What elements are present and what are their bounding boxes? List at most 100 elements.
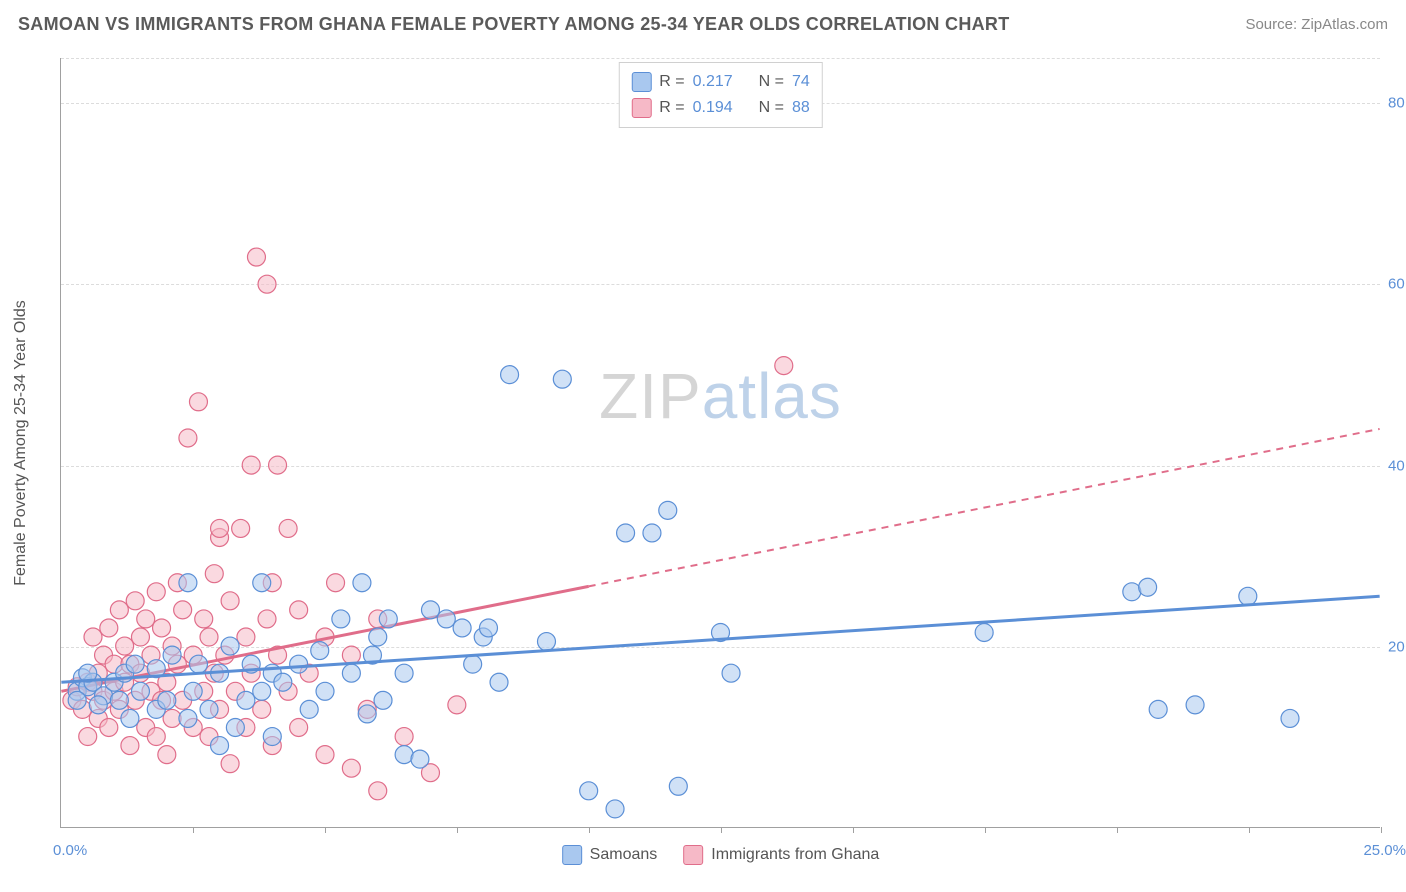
scatter-point (100, 718, 118, 736)
legend-label: Immigrants from Ghana (711, 846, 879, 864)
scatter-point (100, 619, 118, 637)
scatter-point (195, 610, 213, 628)
scatter-point (221, 755, 239, 773)
scatter-point (316, 682, 334, 700)
n-label: N = (759, 95, 784, 121)
scatter-point (153, 619, 171, 637)
chart-title: SAMOAN VS IMMIGRANTS FROM GHANA FEMALE P… (18, 14, 1010, 35)
scatter-point (411, 750, 429, 768)
scatter-point (353, 574, 371, 592)
scatter-point (184, 682, 202, 700)
y-tick-label: 40.0% (1388, 457, 1406, 474)
scatter-point (669, 777, 687, 795)
scatter-point (1186, 696, 1204, 714)
n-value: 74 (792, 69, 810, 95)
scatter-point (221, 592, 239, 610)
scatter-point (1139, 578, 1157, 596)
scatter-point (1281, 709, 1299, 727)
y-tick-label: 60.0% (1388, 276, 1406, 293)
x-tick (457, 827, 458, 833)
source-label: Source: ZipAtlas.com (1245, 16, 1388, 33)
scatter-point (395, 746, 413, 764)
scatter-point (1239, 587, 1257, 605)
scatter-point (211, 519, 229, 537)
scatter-point (253, 700, 271, 718)
scatter-point (121, 737, 139, 755)
x-max-label: 25.0% (1363, 842, 1406, 859)
scatter-point (490, 673, 508, 691)
scatter-point (110, 601, 128, 619)
title-row: SAMOAN VS IMMIGRANTS FROM GHANA FEMALE P… (18, 14, 1388, 35)
scatter-point (116, 637, 134, 655)
scatter-point (448, 696, 466, 714)
scatter-point (158, 691, 176, 709)
legend-item-samoans: Samoans (562, 845, 658, 865)
n-value: 88 (792, 95, 810, 121)
scatter-point (179, 429, 197, 447)
scatter-point (1149, 700, 1167, 718)
scatter-point (205, 565, 223, 583)
scatter-point (659, 501, 677, 519)
scatter-point (453, 619, 471, 637)
scatter-point (975, 623, 993, 641)
scatter-point (211, 737, 229, 755)
legend-series: Samoans Immigrants from Ghana (562, 845, 880, 865)
r-label: R = (659, 69, 684, 95)
scatter-point (147, 583, 165, 601)
scatter-point (374, 691, 392, 709)
scatter-point (189, 393, 207, 411)
scatter-point (332, 610, 350, 628)
scatter-point (263, 728, 281, 746)
scatter-point (163, 646, 181, 664)
legend-item-ghana: Immigrants from Ghana (683, 845, 879, 865)
scatter-point (242, 456, 260, 474)
x-tick (1249, 827, 1250, 833)
scatter-point (126, 655, 144, 673)
y-tick-label: 80.0% (1388, 95, 1406, 112)
r-value: 0.217 (693, 69, 745, 95)
trend-line-dashed (589, 429, 1380, 586)
scatter-point (395, 728, 413, 746)
scatter-point (253, 574, 271, 592)
scatter-point (258, 610, 276, 628)
scatter-point (68, 691, 86, 709)
scatter-point (358, 705, 376, 723)
swatch-samoans (562, 845, 582, 865)
scatter-point (200, 700, 218, 718)
legend-correlation: R = 0.217 N = 74 R = 0.194 N = 88 (618, 62, 822, 128)
scatter-point (269, 456, 287, 474)
scatter-point (537, 633, 555, 651)
scatter-point (437, 610, 455, 628)
scatter-point (126, 592, 144, 610)
legend-row-ghana: R = 0.194 N = 88 (631, 95, 809, 121)
scatter-point (300, 700, 318, 718)
r-value: 0.194 (693, 95, 745, 121)
scatter-point (479, 619, 497, 637)
scatter-point (580, 782, 598, 800)
scatter-point (179, 574, 197, 592)
scatter-point (369, 628, 387, 646)
scatter-point (342, 759, 360, 777)
scatter-point (174, 601, 192, 619)
scatter-point (311, 642, 329, 660)
scatter-point (327, 574, 345, 592)
scatter-point (253, 682, 271, 700)
chart-container: SAMOAN VS IMMIGRANTS FROM GHANA FEMALE P… (0, 0, 1406, 892)
scatter-svg (61, 58, 1380, 827)
legend-row-samoans: R = 0.217 N = 74 (631, 69, 809, 95)
scatter-point (158, 746, 176, 764)
scatter-point (290, 655, 308, 673)
scatter-point (606, 800, 624, 818)
scatter-point (379, 610, 397, 628)
scatter-point (221, 637, 239, 655)
scatter-point (617, 524, 635, 542)
y-axis-label: Female Poverty Among 25-34 Year Olds (12, 300, 30, 586)
scatter-point (110, 691, 128, 709)
scatter-point (464, 655, 482, 673)
scatter-point (290, 718, 308, 736)
x-tick (589, 827, 590, 833)
scatter-point (79, 728, 97, 746)
x-tick (325, 827, 326, 833)
scatter-point (137, 610, 155, 628)
scatter-point (369, 782, 387, 800)
